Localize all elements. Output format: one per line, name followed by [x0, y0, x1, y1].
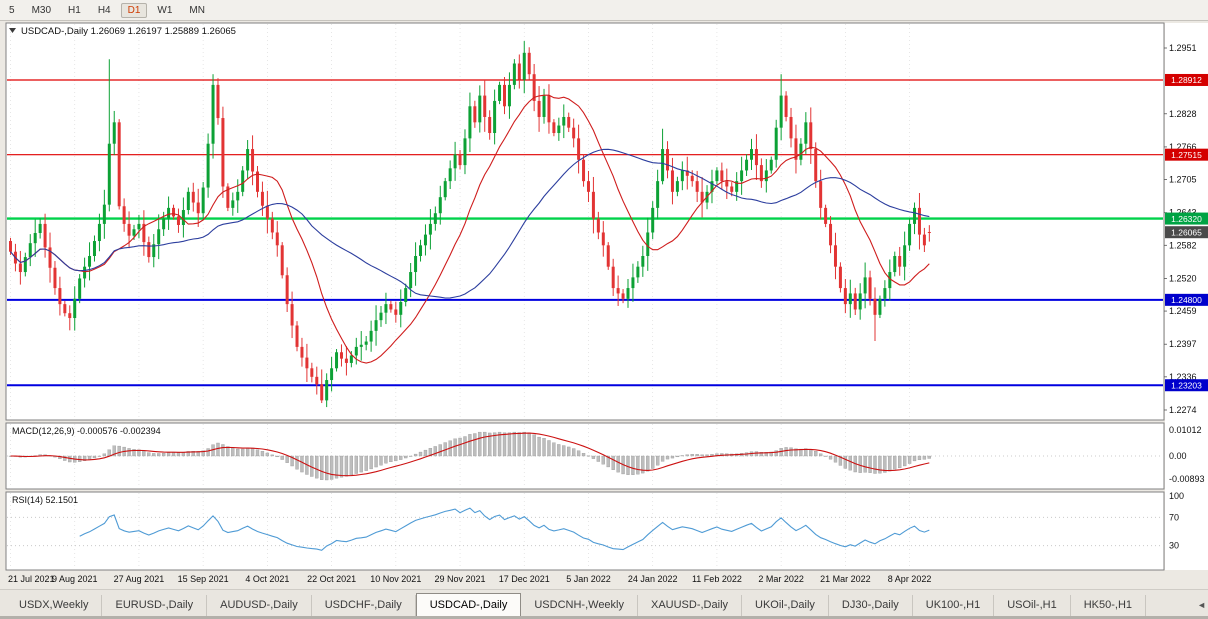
price-badge — [1165, 73, 1208, 86]
svg-text:1.23203: 1.23203 — [1171, 380, 1202, 390]
symbol-tabbar: USDX,Weekly EURUSD-,Daily AUDUSD-,Daily USD… — [0, 589, 1208, 616]
chart-marker-icon — [9, 28, 16, 33]
svg-text:27 Aug 2021: 27 Aug 2021 — [114, 574, 165, 584]
price-badge — [1165, 226, 1208, 239]
svg-text:30: 30 — [1169, 541, 1179, 551]
svg-text:17 Dec 2021: 17 Dec 2021 — [499, 574, 550, 584]
macd-indicator: MACD(12,26,9) -0.000576 -0.002394 0.01012… — [7, 425, 1205, 484]
chart-title: USDCAD-,Daily 1.26069 1.26197 1.25889 1.… — [9, 26, 236, 37]
svg-text:1.2459: 1.2459 — [1169, 306, 1197, 316]
svg-text:29 Nov 2021: 29 Nov 2021 — [435, 574, 486, 584]
tab-usdcad-daily[interactable]: USDCAD-,Daily — [415, 593, 522, 616]
candles-layer — [9, 41, 931, 408]
svg-text:4 Oct 2021: 4 Oct 2021 — [245, 574, 289, 584]
chart-area[interactable]: 21 Jul 2021 9 Aug 2021 27 Aug 2021 15 Sep 2… — [0, 21, 1208, 589]
svg-text:0.00: 0.00 — [1169, 451, 1187, 461]
svg-text:15 Sep 2021: 15 Sep 2021 — [178, 574, 229, 584]
svg-text:1.2397: 1.2397 — [1169, 339, 1197, 349]
svg-text:1.2951: 1.2951 — [1169, 43, 1197, 53]
svg-text:21 Jul 2021: 21 Jul 2021 — [8, 574, 55, 584]
svg-text:2 Mar 2022: 2 Mar 2022 — [758, 574, 804, 584]
svg-text:9 Aug 2021: 9 Aug 2021 — [52, 574, 98, 584]
price-badge — [1165, 212, 1208, 225]
rsi-panel[interactable] — [5, 491, 1165, 571]
svg-text:21 Mar 2022: 21 Mar 2022 — [820, 574, 871, 584]
tab-eurusd-daily[interactable]: EURUSD-,Daily — [102, 595, 208, 616]
svg-text:11 Feb 2022: 11 Feb 2022 — [692, 574, 742, 584]
svg-text:10 Nov 2021: 10 Nov 2021 — [370, 574, 421, 584]
tab-uk100-h1[interactable]: UK100-,H1 — [913, 595, 995, 616]
svg-text:1.26065: 1.26065 — [1171, 227, 1202, 237]
svg-text:-0.00893: -0.00893 — [1169, 474, 1205, 484]
tab-scroll-left-icon[interactable]: ◄ — [1197, 600, 1206, 610]
tab-dj30-daily[interactable]: DJ30-,Daily — [829, 595, 913, 616]
svg-text:8 Apr 2022: 8 Apr 2022 — [888, 574, 932, 584]
svg-text:24 Jan 2022: 24 Jan 2022 — [628, 574, 678, 584]
timeframe-toolbar: 5 M30 H1 H4 D1 W1 MN — [0, 0, 1208, 21]
svg-text:1.2766: 1.2766 — [1169, 142, 1197, 152]
timeframe-button-5[interactable]: 5 — [9, 4, 15, 16]
svg-text:1.27515: 1.27515 — [1171, 150, 1202, 160]
svg-text:1.28912: 1.28912 — [1171, 75, 1202, 85]
timeframe-button-w1[interactable]: W1 — [157, 4, 173, 16]
svg-text:RSI(14) 52.1501: RSI(14) 52.1501 — [12, 495, 78, 505]
svg-text:USDCAD-,Daily 1.26069 1.26197: USDCAD-,Daily 1.26069 1.26197 1.25889 1.… — [21, 26, 236, 37]
horizontal-level-lines[interactable] — [7, 79, 1163, 387]
timeframe-button-h1[interactable]: H1 — [68, 4, 81, 16]
tab-usdcnh-weekly[interactable]: USDCNH-,Weekly — [521, 595, 638, 616]
svg-text:1.24800: 1.24800 — [1171, 295, 1202, 305]
svg-text:1.2582: 1.2582 — [1169, 240, 1197, 250]
tab-usdchf-daily[interactable]: USDCHF-,Daily — [312, 595, 416, 616]
svg-text:0.01012: 0.01012 — [1169, 425, 1202, 435]
tab-hk50-h1[interactable]: HK50-,H1 — [1071, 595, 1147, 616]
timeframe-button-mn[interactable]: MN — [189, 4, 205, 16]
price-axis: 1.29511.28281.27661.27051.26431.25821.25… — [1164, 43, 1208, 415]
tab-usdx-weekly[interactable]: USDX,Weekly — [6, 595, 103, 616]
main-chart-panel[interactable] — [5, 22, 1165, 421]
moving-average-lines — [10, 94, 930, 364]
svg-text:1.2705: 1.2705 — [1169, 175, 1197, 185]
svg-text:100: 100 — [1169, 491, 1184, 501]
tab-usoil-h1[interactable]: USOil-,H1 — [994, 595, 1071, 616]
timeframe-button-h4[interactable]: H4 — [97, 4, 111, 16]
tab-xauusd-daily[interactable]: XAUUSD-,Daily — [638, 595, 743, 616]
svg-text:1.2336: 1.2336 — [1169, 372, 1197, 382]
price-badge — [1165, 379, 1208, 392]
svg-text:1.2274: 1.2274 — [1169, 405, 1197, 415]
svg-text:70: 70 — [1169, 512, 1179, 522]
svg-text:MACD(12,26,9) -0.000576 -0.002: MACD(12,26,9) -0.000576 -0.002394 — [12, 426, 161, 436]
price-badge — [1165, 293, 1208, 306]
svg-text:1.2520: 1.2520 — [1169, 273, 1197, 283]
tab-ukoil-daily[interactable]: UKOil-,Daily — [742, 595, 829, 616]
tab-audusd-daily[interactable]: AUDUSD-,Daily — [207, 595, 312, 616]
timeframe-button-d1[interactable]: D1 — [120, 2, 148, 18]
rsi-indicator: RSI(14) 52.1501 100 70 30 — [7, 491, 1184, 551]
timeframe-button-m30[interactable]: M30 — [31, 4, 52, 16]
svg-text:5 Jan 2022: 5 Jan 2022 — [566, 574, 611, 584]
svg-text:22 Oct 2021: 22 Oct 2021 — [307, 574, 356, 584]
price-badge — [1165, 148, 1208, 161]
svg-text:1.2828: 1.2828 — [1169, 109, 1197, 119]
svg-text:1.26320: 1.26320 — [1171, 214, 1202, 224]
